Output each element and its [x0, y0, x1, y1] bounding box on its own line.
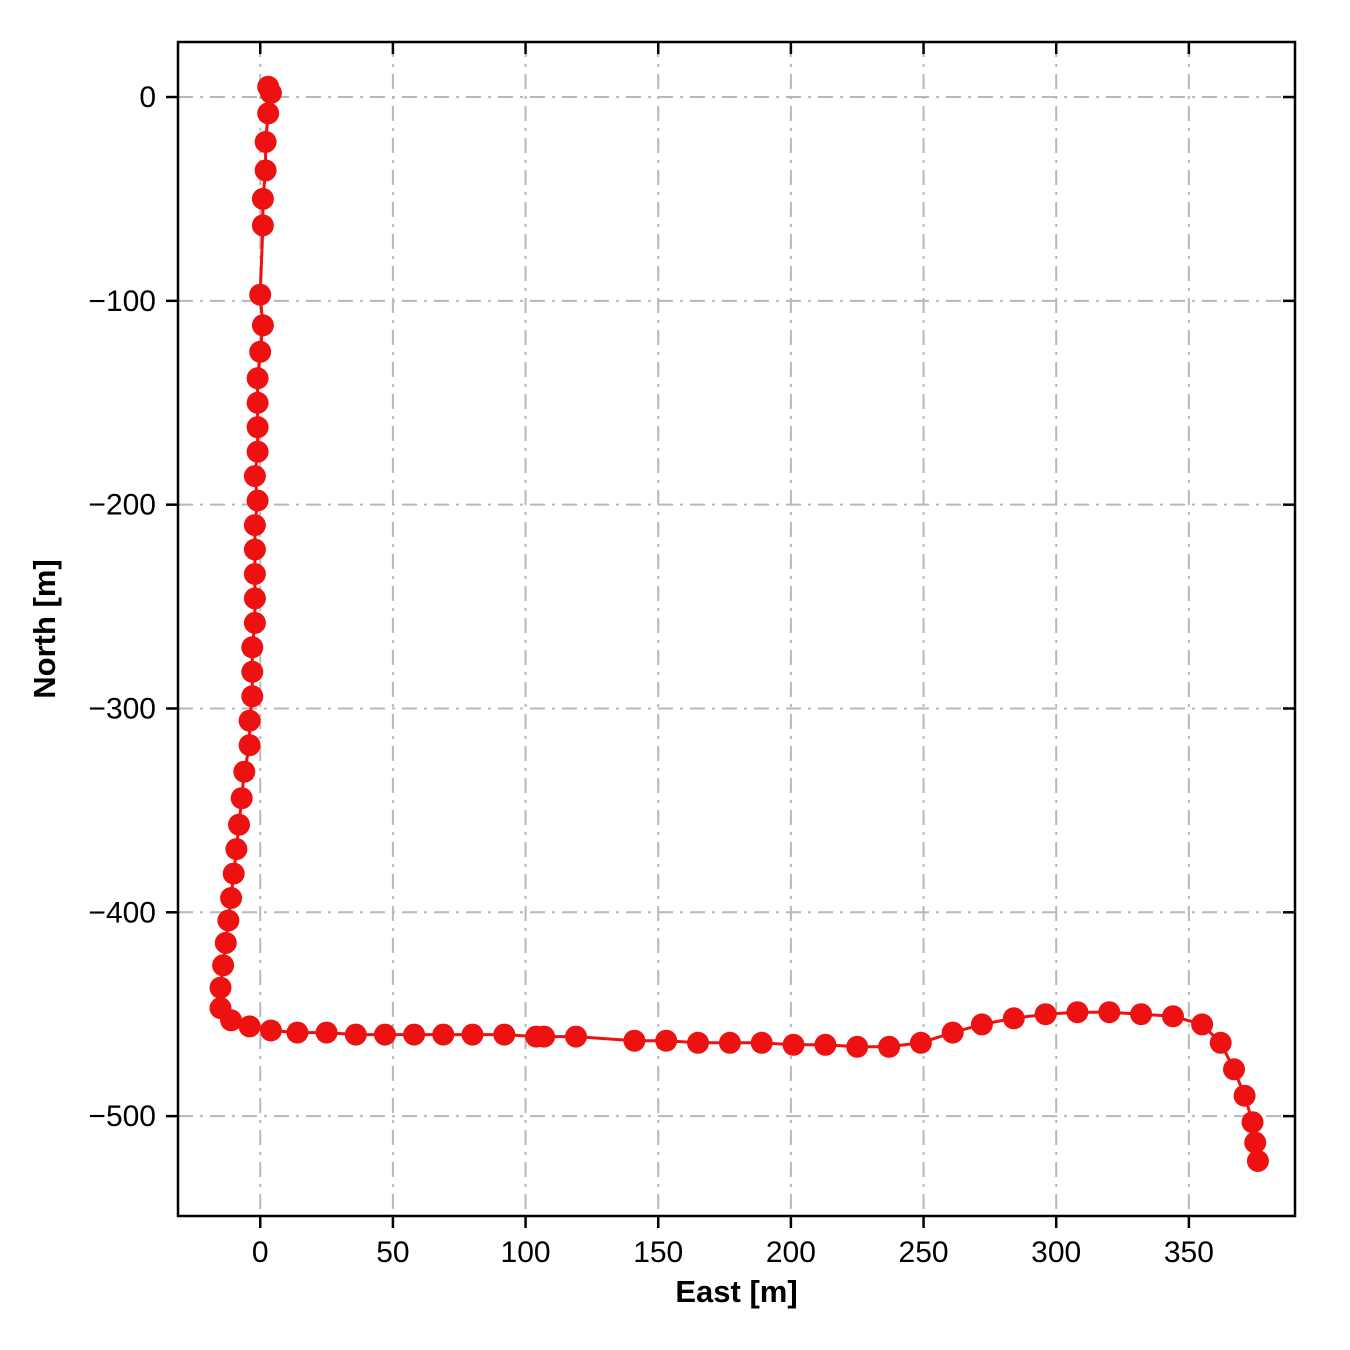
data-point: [1209, 1031, 1232, 1054]
x-tick-label: 200: [766, 1236, 816, 1269]
data-point: [1034, 1003, 1057, 1026]
data-point: [374, 1023, 396, 1046]
x-axis-label: East [m]: [675, 1274, 797, 1309]
y-tick-label: −200: [88, 489, 156, 522]
data-point: [533, 1025, 556, 1048]
x-tick-label: 350: [1164, 1236, 1214, 1269]
data-point: [623, 1029, 646, 1052]
plot-border: [176, 40, 1297, 1218]
data-point: [1244, 1131, 1267, 1154]
data-point: [1191, 1013, 1214, 1036]
data-point: [846, 1035, 869, 1058]
data-point: [217, 909, 240, 932]
data-point: [257, 75, 280, 98]
x-tick-label: 100: [501, 1236, 551, 1269]
data-point: [403, 1023, 426, 1046]
data-point: [1241, 1111, 1264, 1134]
data-point: [238, 734, 261, 757]
y-tick-label: −300: [88, 692, 156, 725]
data-point: [1162, 1005, 1184, 1028]
y-tick-label: −100: [88, 285, 156, 318]
data-point: [1223, 1058, 1245, 1081]
data-point: [315, 1021, 338, 1044]
data-point: [243, 563, 266, 585]
x-tick-label: 50: [376, 1236, 409, 1269]
data-point: [220, 887, 243, 909]
data-point: [251, 314, 274, 337]
data-point: [257, 102, 280, 125]
data-point: [251, 187, 274, 210]
data-point: [243, 538, 266, 561]
data-point: [241, 685, 264, 708]
data-point: [718, 1031, 741, 1054]
data-point: [1233, 1084, 1256, 1107]
data-point: [254, 130, 277, 153]
data-point: [344, 1023, 367, 1046]
x-tick-label: 250: [899, 1236, 949, 1269]
data-point: [259, 1019, 282, 1042]
data-point: [246, 440, 269, 463]
y-tick-label: 0: [139, 81, 156, 114]
data-point: [1130, 1003, 1153, 1026]
data-point: [238, 1015, 261, 1038]
y-tick-label: −500: [88, 1100, 156, 1133]
data-point: [220, 1009, 243, 1032]
data-point: [230, 787, 253, 810]
data-point: [209, 976, 232, 999]
data-point: [286, 1021, 309, 1044]
data-point: [565, 1025, 587, 1048]
x-tick-label: 300: [1031, 1236, 1081, 1269]
data-point: [878, 1035, 901, 1058]
data-point: [1098, 1001, 1121, 1024]
data-point: [243, 514, 266, 537]
data-point: [243, 587, 266, 610]
data-point: [655, 1029, 678, 1052]
data-point: [249, 283, 272, 306]
data-point: [233, 760, 256, 783]
data-point: [212, 954, 235, 977]
data-point: [251, 214, 274, 237]
data-point: [750, 1031, 773, 1054]
data-point: [1246, 1150, 1269, 1172]
data-point: [254, 159, 277, 182]
trajectory-line: [219, 85, 1260, 1163]
data-point: [1002, 1007, 1025, 1030]
data-point: [238, 709, 261, 732]
data-point: [241, 660, 264, 683]
data-point: [228, 813, 250, 836]
data-point: [214, 931, 237, 954]
data-point: [243, 611, 266, 634]
data-point: [941, 1021, 964, 1044]
data-point: [246, 416, 269, 439]
data-point: [1066, 1001, 1089, 1024]
y-axis-label: North [m]: [27, 559, 62, 698]
x-tick-label: 0: [252, 1236, 269, 1269]
data-point: [687, 1031, 709, 1054]
data-point: [249, 340, 272, 363]
data-point: [461, 1023, 484, 1046]
data-point: [970, 1013, 993, 1036]
data-point: [246, 367, 269, 390]
data-point: [222, 862, 245, 885]
data-point: [493, 1023, 516, 1046]
data-point: [246, 391, 269, 414]
data-point: [241, 636, 264, 659]
data-point: [782, 1033, 805, 1056]
data-point: [246, 489, 269, 512]
y-tick-label: −400: [88, 896, 156, 929]
data-point: [909, 1031, 932, 1054]
data-point: [243, 465, 266, 488]
data-point: [432, 1023, 455, 1046]
x-tick-label: 150: [633, 1236, 683, 1269]
data-point: [814, 1033, 837, 1056]
data-point: [225, 838, 248, 861]
